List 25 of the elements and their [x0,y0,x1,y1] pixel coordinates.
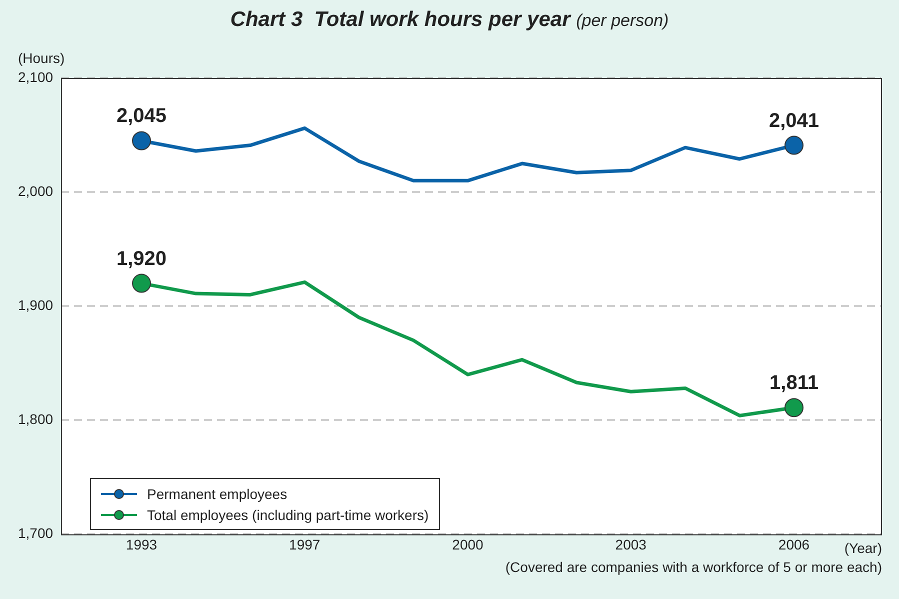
point [132,274,152,293]
data-label: 2,045 [116,105,167,128]
chart-title: Chart 3 Total work hours per year [230,8,570,31]
y-tick-label: 2,100 [18,68,54,85]
point [784,136,804,155]
y-tick-label: 1,700 [18,525,54,542]
legend-label: Permanent employees [147,486,288,502]
x-tick-label: 2000 [452,536,484,552]
y-axis-title: (Hours) [18,50,65,66]
point [132,131,152,150]
legend-label: Total employees (including part-time workers) [147,506,429,522]
data-label: 1,811 [770,372,818,394]
data-label: 1,920 [116,248,167,270]
x-axis-title: (Year) [844,540,882,556]
y-tick-label: 1,800 [18,411,54,428]
y-tick-label: 1,900 [18,296,54,313]
x-tick-label: 1993 [126,536,158,552]
x-tick-label: 2006 [778,536,810,552]
point [784,398,804,418]
chart-subtitle: (per person) [576,11,669,30]
x-tick-label: 2003 [615,536,647,552]
x-tick-label: 1997 [289,536,320,552]
y-tick-label: 2,000 [18,182,54,199]
data-label: 2,041 [768,110,820,132]
text: (Covered are companies with a workforce of 5 or more each) [505,559,882,576]
